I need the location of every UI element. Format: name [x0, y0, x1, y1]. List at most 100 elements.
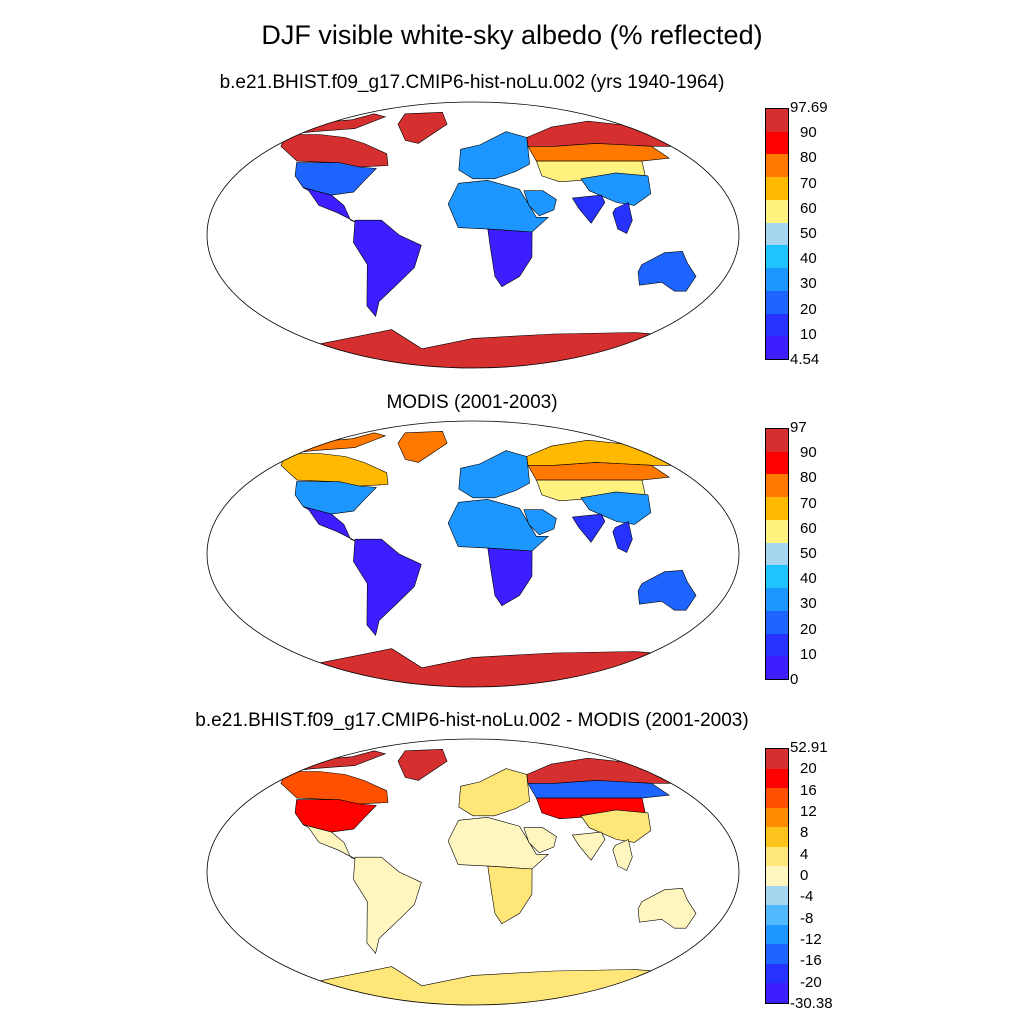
colorbar-segment — [766, 565, 788, 589]
region-russia-mid — [527, 143, 671, 162]
colorbar-segment — [766, 656, 788, 680]
region-arabia — [523, 190, 557, 217]
colorbar-label: -8 — [800, 909, 814, 927]
colorbar-label: 97 — [790, 419, 807, 436]
figure-title: DJF visible white-sky albedo (% reflecte… — [261, 20, 763, 50]
colorbar-segment — [766, 313, 788, 337]
colorbar-segment — [766, 497, 788, 521]
region-usa — [294, 481, 377, 515]
colorbar-segment — [766, 336, 788, 360]
region-arctic — [254, 432, 387, 457]
colorbar-label: 90 — [800, 444, 817, 462]
colorbar-label: 60 — [800, 199, 817, 217]
colorbar-label: 0 — [800, 867, 809, 884]
colorbar-label: 10 — [800, 325, 817, 343]
region-arabia — [523, 509, 557, 536]
colorbar-label: -4 — [800, 888, 814, 906]
region-greenland — [397, 748, 448, 781]
region-china — [580, 172, 652, 206]
colorbar-diff — [765, 748, 789, 1004]
region-canada — [280, 771, 389, 805]
colorbar-label: -20 — [800, 973, 822, 991]
colorbar-segment — [766, 788, 788, 809]
colorbar-segment — [766, 749, 788, 770]
colorbar-segment — [766, 846, 788, 867]
region-india — [571, 513, 606, 543]
colorbar-segment — [766, 588, 788, 612]
colorbar-segment — [766, 474, 788, 498]
colorbar-label: 20 — [800, 760, 817, 778]
colorbar-label: 50 — [800, 545, 817, 562]
colorbar-segment — [766, 222, 788, 246]
colorbar-segment — [766, 519, 788, 544]
region-antarctica — [235, 648, 713, 687]
panel-title-diff: b.e21.BHIST.f09_g17.CMIP6-hist-noLu.002 … — [195, 710, 749, 731]
colorbar-label: 70 — [800, 494, 817, 512]
map-obs — [206, 420, 740, 688]
region-antarctica — [235, 966, 713, 1005]
colorbar-label: 52.91 — [790, 739, 828, 756]
region-europe — [458, 450, 530, 499]
colorbar-segment — [766, 944, 788, 965]
region-china — [580, 809, 652, 843]
map-boundary — [206, 420, 740, 688]
colorbar-segment — [766, 807, 788, 828]
colorbar-segment — [766, 983, 788, 1004]
panel-title-obs: MODIS (2001-2003) — [386, 392, 558, 413]
region-south-america — [353, 856, 422, 954]
region-greenland — [397, 111, 448, 144]
colorbar-label: 70 — [800, 174, 817, 192]
colorbar-segment — [766, 199, 788, 224]
region-australia — [637, 250, 697, 292]
colorbar-segment — [766, 905, 788, 926]
colorbar-label: 90 — [800, 124, 817, 142]
colorbar-segment — [766, 245, 788, 269]
colorbar-label: 20 — [800, 620, 817, 638]
region-china — [580, 491, 652, 525]
colorbar-label: 80 — [800, 469, 817, 487]
region-africa-north — [447, 816, 549, 870]
region-south-america — [353, 538, 422, 636]
colorbar-label: 10 — [800, 645, 817, 663]
colorbar-label: 12 — [800, 803, 817, 820]
colorbar-label: 4.54 — [790, 351, 820, 368]
colorbar-segment — [766, 268, 788, 292]
colorbar-label: 80 — [800, 149, 817, 167]
region-australia — [637, 887, 697, 929]
region-arctic — [254, 750, 387, 775]
colorbar-segment — [766, 633, 788, 657]
region-russia-north — [526, 439, 712, 466]
region-se-asia — [612, 202, 633, 234]
region-africa-north — [447, 179, 549, 233]
colorbar-label: 60 — [800, 519, 817, 537]
colorbar-segment — [766, 451, 788, 475]
region-canada — [280, 134, 389, 168]
region-greenland — [397, 430, 448, 463]
colorbar-label: 0 — [790, 671, 799, 688]
colorbar-segment — [766, 542, 788, 566]
colorbar-segment — [766, 885, 788, 906]
colorbar-label: 40 — [800, 250, 817, 268]
region-russia-north — [526, 757, 712, 784]
region-europe — [458, 768, 530, 817]
region-se-asia — [612, 521, 633, 553]
region-antarctica — [235, 329, 713, 368]
region-india — [571, 194, 606, 224]
region-australia — [637, 569, 697, 611]
region-africa-south — [487, 228, 533, 288]
colorbar-label: 40 — [800, 570, 817, 588]
colorbar-label: 97.69 — [790, 99, 828, 116]
region-russia-mid — [527, 780, 671, 799]
map-boundary — [206, 101, 740, 369]
colorbar-obs — [765, 428, 789, 680]
colorbar-segment — [766, 924, 788, 945]
colorbar-segment — [766, 154, 788, 178]
region-usa — [294, 162, 377, 196]
colorbar-segment — [766, 177, 788, 201]
colorbar-label: -12 — [800, 931, 822, 948]
colorbar-label: 4 — [800, 845, 809, 863]
region-africa-north — [447, 498, 549, 552]
region-usa — [294, 799, 377, 833]
region-south-america — [353, 219, 422, 317]
